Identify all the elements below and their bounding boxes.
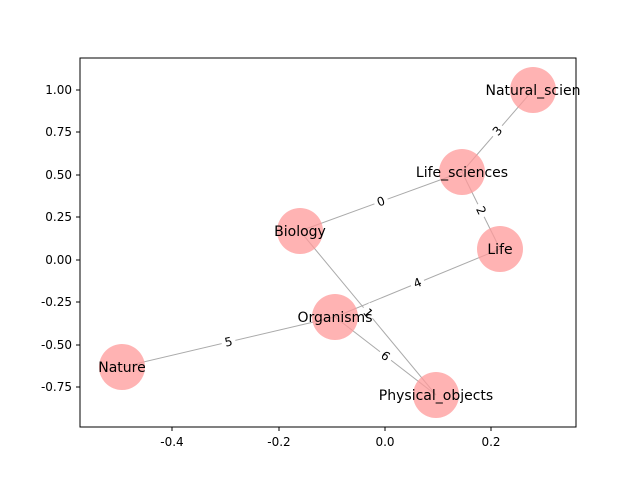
axis-ticks: -0.4 -0.2 0.0 0.2 -0.75 -0.50 -0.25 0.00 0.25 0.5… xyxy=(41,83,501,449)
y-tick-label: 0.25 xyxy=(45,210,72,224)
x-tick-label: -0.4 xyxy=(160,435,183,449)
graph-edges xyxy=(121,89,534,396)
y-tick-label: -0.75 xyxy=(41,380,72,394)
y-tick-label: 0.50 xyxy=(45,168,72,182)
edge-label-bg xyxy=(470,200,492,221)
y-tick-label: 0.75 xyxy=(45,125,72,139)
edge-label: 0 xyxy=(371,191,391,212)
edge-label-text: 0 xyxy=(375,194,387,210)
node-life_sciences xyxy=(439,149,485,195)
edge-label: 6 xyxy=(375,345,396,367)
node-nature xyxy=(99,344,145,390)
y-tick-label: -0.50 xyxy=(41,338,72,352)
node-physical_objects xyxy=(413,372,459,418)
node-label: Biology xyxy=(274,224,326,240)
edge-label: 4 xyxy=(407,272,428,294)
edge-label-bg xyxy=(407,272,428,294)
node-biology xyxy=(277,208,323,254)
x-tick-label: 0.2 xyxy=(481,435,500,449)
edge-label: 1 xyxy=(357,302,379,324)
node-organisms xyxy=(312,294,358,340)
node-label: Nature xyxy=(98,360,145,376)
graph-nodes: Natural_scien Life_sciences Biology Life Org… xyxy=(98,67,581,418)
node-life xyxy=(477,226,523,272)
y-tick-label: 1.00 xyxy=(45,83,72,97)
edge-label-bg xyxy=(486,120,509,142)
node-natural_science xyxy=(510,67,556,113)
edge-label: 3 xyxy=(486,120,509,142)
node-label: Life xyxy=(487,242,512,258)
edge-label: 5 xyxy=(219,332,238,352)
edge-labels: 0 1 2 3 4 5 6 xyxy=(219,120,509,367)
edge-label-bg xyxy=(371,191,391,212)
node-label: Physical_objects xyxy=(379,388,493,404)
node-label: Organisms xyxy=(298,310,373,326)
edge-label-bg xyxy=(375,345,396,367)
x-tick-label: 0.0 xyxy=(375,435,394,449)
node-label: Life_sciences xyxy=(416,165,508,181)
node-label: Natural_scien xyxy=(485,83,580,99)
y-tick-label: 0.00 xyxy=(45,253,72,267)
edge-label-bg xyxy=(219,332,238,352)
edge-label: 2 xyxy=(470,200,492,221)
x-tick-label: -0.2 xyxy=(267,435,290,449)
y-tick-label: -0.25 xyxy=(41,295,72,309)
plot-frame xyxy=(79,57,577,428)
edge-label-bg xyxy=(357,302,379,324)
edge-label-text: 5 xyxy=(223,334,234,349)
